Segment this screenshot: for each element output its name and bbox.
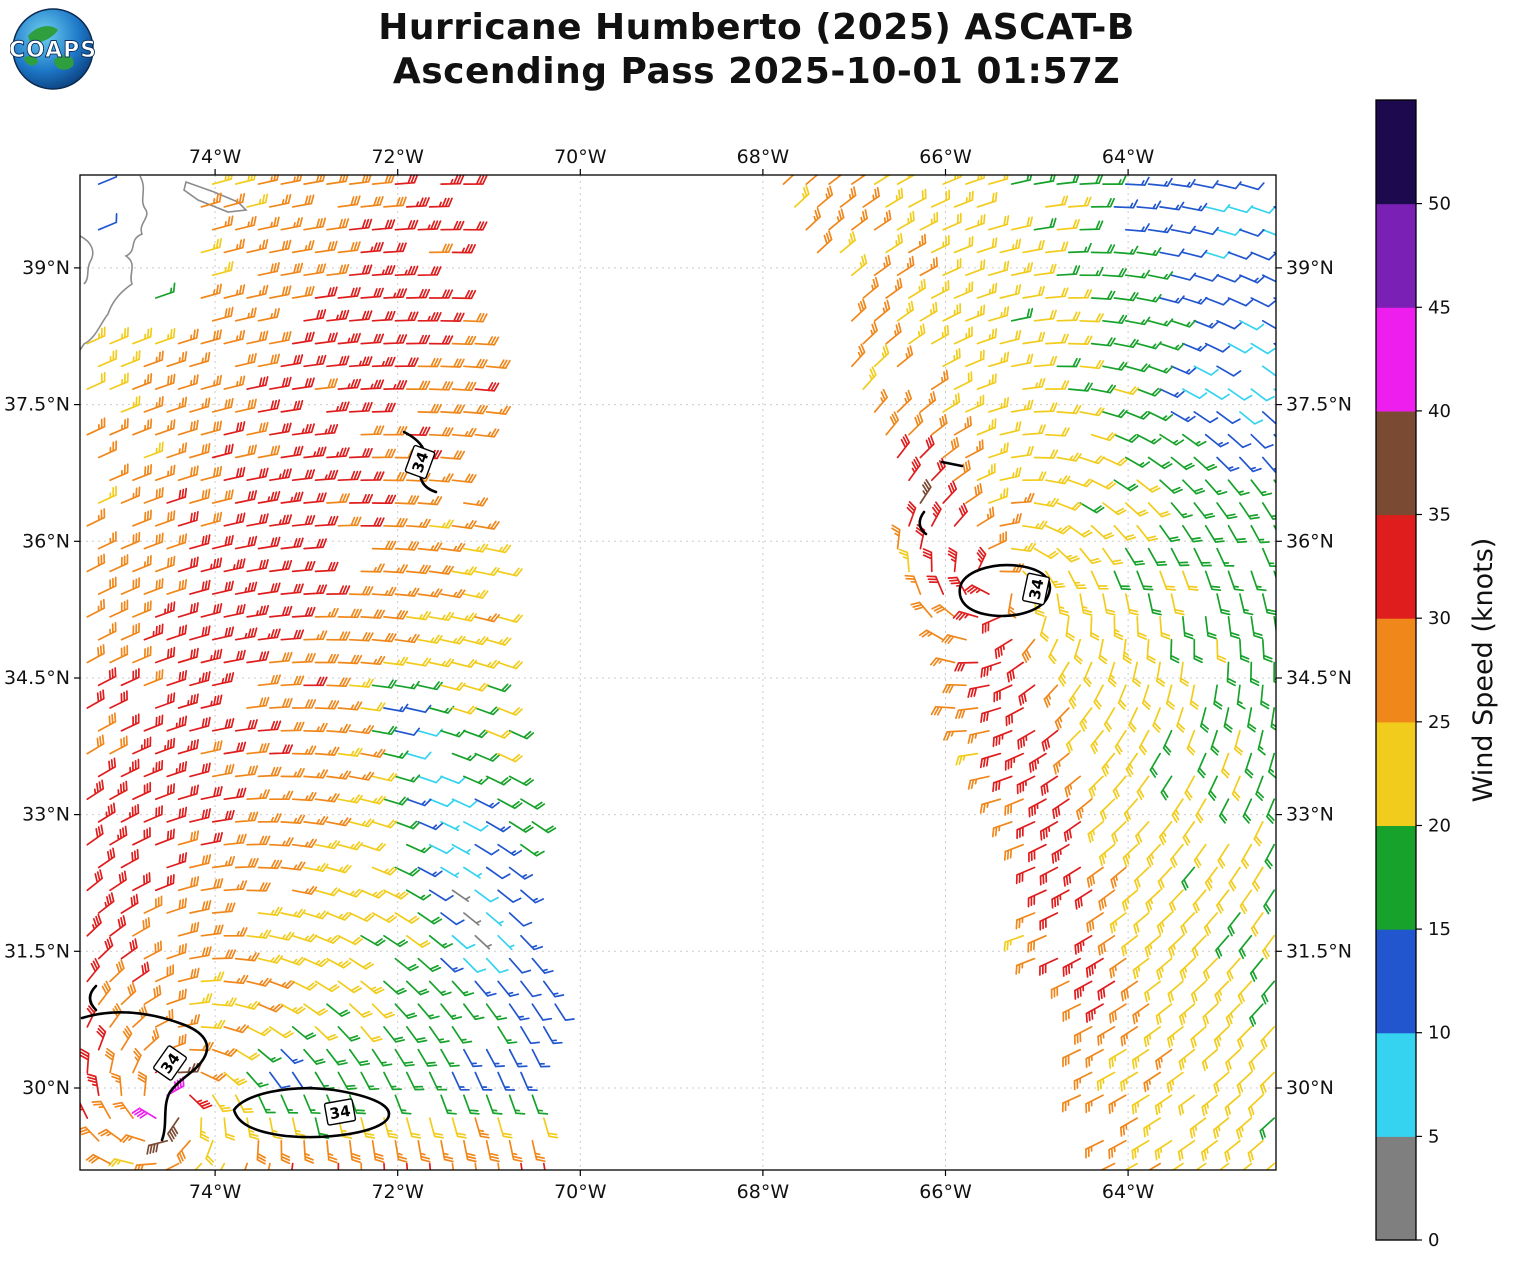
- colorbar-tick-label: 5: [1428, 1126, 1439, 1147]
- y-tick-label-right: 37.5°N: [1286, 394, 1352, 416]
- colorbar-tick-label: 30: [1428, 608, 1451, 629]
- coaps-logo: COAPS: [10, 8, 96, 90]
- colorbar-tick-label: 50: [1428, 194, 1451, 215]
- title-line1: Hurricane Humberto (2025) ASCAT-B: [378, 7, 1135, 48]
- wind-barb-set-0: [451, 889, 492, 950]
- contour-34kt: [88, 984, 98, 1012]
- x-tick-label-top: 70°W: [554, 146, 607, 168]
- contour-label: 34: [404, 444, 436, 480]
- y-tick-label-left: 31.5°N: [4, 940, 70, 962]
- y-tick-label-left: 37.5°N: [4, 394, 70, 416]
- y-tick-label-right: 34.5°N: [1286, 667, 1352, 689]
- colorbar-segment: [1376, 721, 1416, 826]
- contour-34kt: [940, 460, 964, 468]
- y-tick-label-right: 36°N: [1286, 530, 1334, 552]
- wind-barb-set-5: [80, 175, 1173, 1170]
- wind-barb-set-7: [146, 479, 932, 1155]
- globe-land-shape: [54, 55, 74, 70]
- coastline-path: [80, 235, 94, 285]
- x-tick-label-top: 68°W: [737, 146, 790, 168]
- wind-barb-set-4: [86, 175, 1276, 1170]
- y-tick-label-right: 39°N: [1286, 257, 1334, 279]
- y-tick-label-left: 33°N: [22, 804, 70, 826]
- colorbar-tick-label: 25: [1428, 712, 1451, 733]
- colorbar-frame: [1375, 99, 1417, 1241]
- colorbar-segment: [1376, 514, 1416, 619]
- colorbar-tick-label: 10: [1428, 1023, 1451, 1044]
- contour-label-box: [1022, 572, 1050, 606]
- colorbar-segment: [1376, 1136, 1416, 1241]
- colorbar-tick-label: 15: [1428, 919, 1451, 940]
- contour-34kt: [232, 1086, 391, 1139]
- figure-title: Hurricane Humberto (2025) ASCAT-B Ascend…: [0, 6, 1513, 94]
- coastline: [80, 175, 248, 351]
- x-tick-label-top: 66°W: [919, 146, 972, 168]
- x-tick-label-bottom: 64°W: [1102, 1181, 1155, 1203]
- colorbar-axis-label: Wind Speed (knots): [1468, 538, 1499, 803]
- colorbar-segment: [1376, 1032, 1416, 1137]
- x-tick-label-top: 64°W: [1102, 146, 1155, 168]
- wind-barbs: [80, 175, 1276, 1170]
- colorbar-tick-label: 45: [1428, 297, 1451, 318]
- x-tick-label-bottom: 68°W: [737, 1181, 790, 1203]
- colorbar-segment: [1376, 203, 1416, 308]
- wind-barb-set-1: [405, 203, 1276, 974]
- globe-land-shape: [24, 55, 38, 66]
- contour-label-text: 34: [1026, 577, 1048, 601]
- y-tick-label-right: 30°N: [1286, 1077, 1334, 1099]
- globe-icon: [12, 8, 94, 90]
- contour-label-text: 34: [328, 1102, 352, 1123]
- x-tick-label-bottom: 74°W: [189, 1181, 242, 1203]
- colorbar-tick-label: 35: [1428, 505, 1451, 526]
- x-tick-label-top: 74°W: [189, 146, 242, 168]
- colorbar-segment: [1376, 410, 1416, 516]
- wind-barb-set-6: [80, 175, 1116, 1170]
- wind-barb-set-2: [97, 175, 1276, 1092]
- contour-34kt: [918, 510, 928, 536]
- x-tick-label-bottom: 72°W: [371, 1181, 424, 1203]
- y-tick-label-left: 39°N: [22, 257, 70, 279]
- plot-frame: [79, 174, 1277, 1171]
- x-tick-label-bottom: 66°W: [919, 1181, 972, 1203]
- gridlines: [80, 175, 1276, 1170]
- colorbar: 0 5 10 15 20 25 30 35 40 45 50 Wind Speed (knots): [1375, 99, 1499, 1251]
- coaps-logo-text: COAPS: [10, 38, 96, 63]
- coastline-path: [80, 175, 148, 351]
- y-tick-label-right: 33°N: [1286, 804, 1334, 826]
- globe-land-shape: [28, 26, 58, 43]
- y-tick-label-left: 34.5°N: [4, 667, 70, 689]
- colorbar-segment: [1376, 825, 1416, 930]
- colorbar-segment: [1376, 618, 1416, 723]
- wind-barb-set-3: [154, 175, 1276, 1140]
- contour-label-box: [404, 444, 436, 480]
- y-tick-label-left: 36°N: [22, 530, 70, 552]
- contour-label: 34: [153, 1045, 187, 1081]
- colorbar-tick-label: 0: [1428, 1230, 1439, 1251]
- contour-label: 34: [323, 1098, 357, 1126]
- contour-34kt: [80, 1011, 209, 1142]
- colorbar-tick-label: 20: [1428, 816, 1451, 837]
- colorbar-tick-label: 40: [1428, 401, 1451, 422]
- colorbar-segment: [1376, 307, 1416, 412]
- x-tick-label-top: 72°W: [371, 146, 424, 168]
- contour-label: 34: [1022, 572, 1050, 606]
- contour-label-box: [153, 1045, 187, 1081]
- colorbar-segment: [1376, 929, 1416, 1034]
- y-tick-label-right: 31.5°N: [1286, 940, 1352, 962]
- y-tick-label-left: 30°N: [22, 1077, 70, 1099]
- x-tick-label-bottom: 70°W: [554, 1181, 607, 1203]
- title-line2: Ascending Pass 2025-10-01 01:57Z: [392, 50, 1121, 92]
- contour-label-box: [323, 1098, 357, 1126]
- colorbar-segment: [1376, 100, 1416, 205]
- coastline-path: [183, 180, 248, 213]
- contour-34kt: [958, 563, 1052, 618]
- contour-lines: 34 34 34 34: [80, 430, 1052, 1142]
- axes: 74°W 74°W 72°W 72°W 70°W 70°W 68°W 68°W 66°W 66°W…: [4, 146, 1352, 1203]
